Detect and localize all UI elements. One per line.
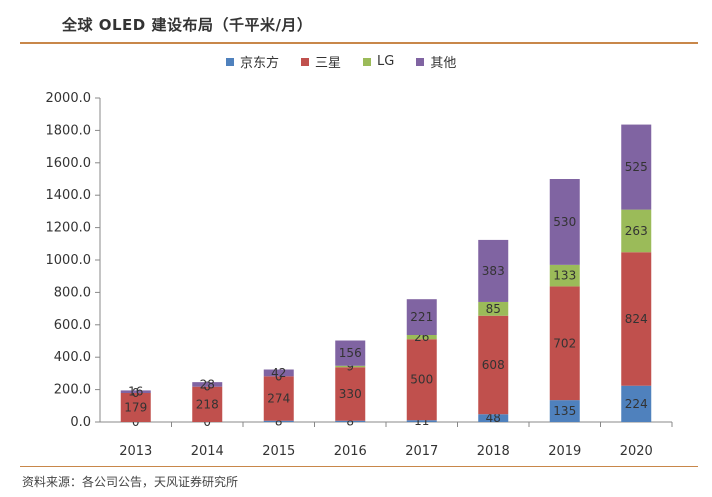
bar-segment — [549, 264, 580, 287]
legend-item-other: 其他 — [416, 52, 456, 71]
bar-segment — [621, 209, 652, 253]
bar-segment — [263, 420, 294, 422]
title-divider — [20, 42, 698, 44]
y-tick-label: 1800.0 — [46, 123, 92, 138]
legend-label-other: 其他 — [430, 56, 457, 71]
bar-segment — [120, 390, 151, 394]
bar-segment — [549, 179, 580, 265]
legend-label-samsung: 三星 — [315, 56, 342, 71]
data-label: 608 — [482, 358, 505, 372]
data-label: 330 — [339, 387, 362, 401]
legend-item-lg: LG — [363, 52, 394, 71]
x-tick-label: 2013 — [119, 444, 152, 459]
bar-segment — [406, 339, 437, 421]
bar-segment — [406, 420, 437, 422]
data-label: 85 — [486, 302, 501, 316]
source-divider — [20, 466, 698, 467]
data-label: 274 — [267, 392, 290, 406]
bar-segment — [192, 382, 223, 387]
legend-swatch-other — [416, 57, 425, 66]
x-tick-label: 2016 — [334, 444, 367, 459]
bar-segment — [406, 299, 437, 336]
bar-segment — [478, 301, 509, 316]
x-tick-label: 2017 — [405, 444, 438, 459]
data-label: 16 — [128, 385, 143, 399]
data-label: 135 — [553, 404, 576, 418]
data-label: 702 — [553, 336, 576, 350]
data-label: 42 — [271, 366, 286, 380]
data-label: 500 — [410, 373, 433, 387]
bar-segment — [335, 340, 366, 366]
data-label: 383 — [482, 264, 505, 278]
x-tick-label: 2020 — [620, 444, 653, 459]
bar-segment — [120, 393, 151, 422]
data-label: 9 — [346, 360, 354, 374]
legend: 京东方 三星 LG 其他 — [226, 52, 456, 71]
bar-segment — [263, 369, 294, 377]
bar-segment — [621, 124, 652, 210]
bar-segment — [478, 239, 509, 302]
bar-segment — [478, 414, 509, 422]
chart-title: 全球 OLED 建设布局（千平米/月） — [62, 16, 313, 34]
data-label: 263 — [625, 224, 648, 238]
x-tick-label: 2014 — [191, 444, 224, 459]
bar-segment — [335, 365, 366, 368]
data-label: 133 — [553, 269, 576, 283]
bar-segment — [478, 315, 509, 415]
data-label: 525 — [625, 160, 648, 174]
y-tick-label: 800.0 — [54, 285, 91, 300]
y-tick-label: 0.0 — [70, 415, 91, 430]
x-tick-label: 2018 — [477, 444, 510, 459]
data-label: 156 — [339, 346, 362, 360]
bar-segment — [192, 386, 223, 422]
data-label: 8 — [346, 414, 354, 428]
y-tick-label: 1000.0 — [46, 253, 92, 268]
data-label: 824 — [625, 312, 648, 326]
bar-segment — [621, 385, 652, 422]
y-tick-label: 2000.0 — [46, 91, 92, 106]
data-label: 8 — [275, 414, 283, 428]
legend-swatch-boe — [226, 57, 234, 66]
data-label: 218 — [196, 397, 219, 411]
data-label: 28 — [200, 377, 215, 391]
bar-segment — [549, 286, 580, 401]
data-label: 221 — [410, 310, 433, 324]
data-label: 0 — [275, 369, 283, 383]
bar-segment — [549, 400, 580, 422]
source-note: 资料来源：各公司公告，天风证券研究所 — [22, 475, 239, 489]
y-tick-label: 200.0 — [54, 383, 91, 398]
legend-item-boe: 京东方 — [226, 52, 279, 71]
data-label: 224 — [625, 397, 648, 411]
y-tick-label: 1400.0 — [46, 188, 92, 203]
legend-label-lg: LG — [377, 54, 395, 69]
y-tick-label: 600.0 — [54, 318, 91, 333]
legend-label-boe: 京东方 — [240, 56, 280, 71]
y-tick-label: 400.0 — [54, 350, 91, 365]
bar-segment — [335, 420, 366, 422]
data-label: 48 — [486, 411, 501, 425]
bar-segment — [406, 335, 437, 340]
x-tick-label: 2019 — [548, 444, 581, 459]
bar-segment — [335, 367, 366, 421]
data-label: 179 — [124, 401, 147, 415]
bar-segment — [263, 376, 294, 421]
legend-swatch-samsung — [301, 57, 310, 66]
y-tick-label: 1200.0 — [46, 221, 92, 236]
bar-segment — [621, 252, 652, 386]
legend-swatch-lg — [363, 57, 372, 66]
legend-item-samsung: 三星 — [301, 52, 341, 71]
data-label: 530 — [553, 215, 576, 229]
y-tick-label: 1600.0 — [46, 156, 92, 171]
x-tick-label: 2015 — [262, 444, 295, 459]
